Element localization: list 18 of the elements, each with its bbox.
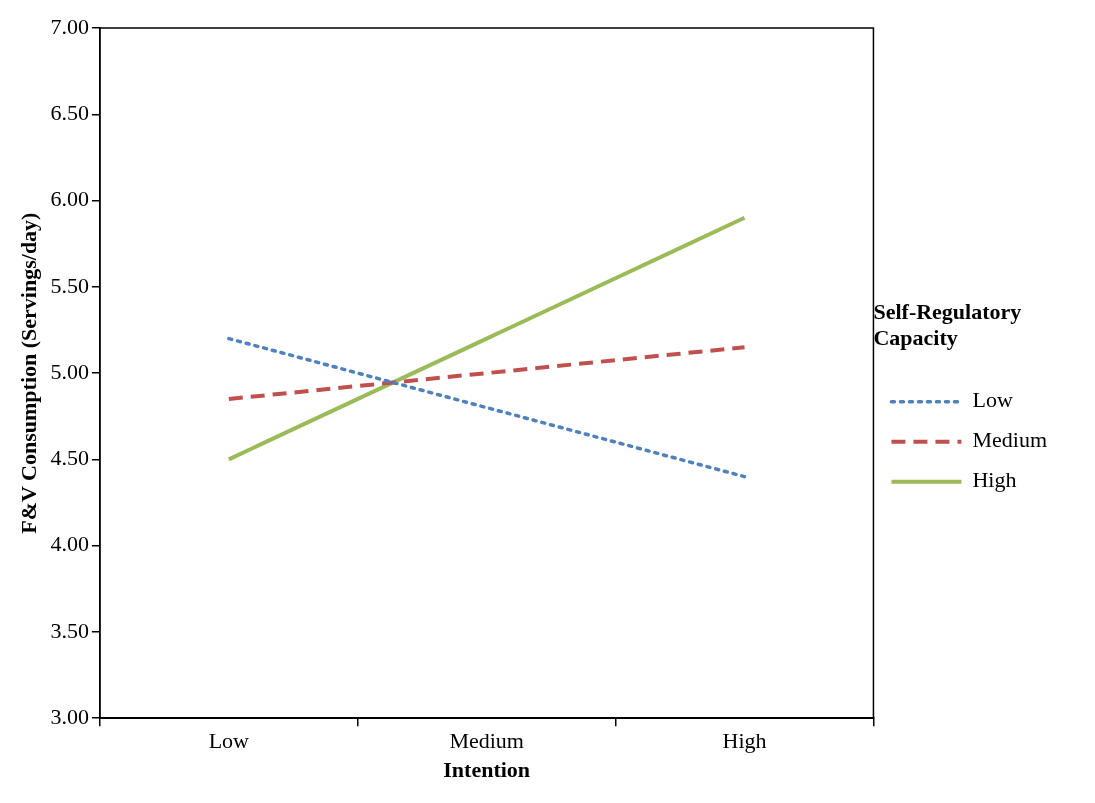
- legend-label: Medium: [972, 427, 1048, 453]
- y-tick-label: 3.00: [50, 703, 89, 729]
- x-tick-label: High: [722, 728, 767, 754]
- x-axis-title: Intention: [443, 757, 531, 783]
- x-tick-label: Low: [208, 728, 250, 754]
- legend-label: Low: [972, 387, 1013, 413]
- y-tick-label: 6.50: [50, 100, 89, 126]
- y-tick-label: 3.50: [50, 617, 89, 643]
- y-tick-label: 4.50: [50, 445, 89, 471]
- legend-title: Self-Regulatory Capacity: [873, 298, 1022, 351]
- y-axis-title: F&V Consumption (Servings/day): [15, 212, 41, 534]
- legend-label: High: [972, 467, 1017, 493]
- y-tick-label: 5.00: [50, 358, 89, 384]
- y-tick-label: 5.50: [50, 272, 89, 298]
- y-tick-label: 6.00: [50, 186, 89, 212]
- y-tick-label: 4.00: [50, 531, 89, 557]
- y-tick-label: 7.00: [50, 13, 89, 39]
- x-tick-label: Medium: [449, 728, 524, 754]
